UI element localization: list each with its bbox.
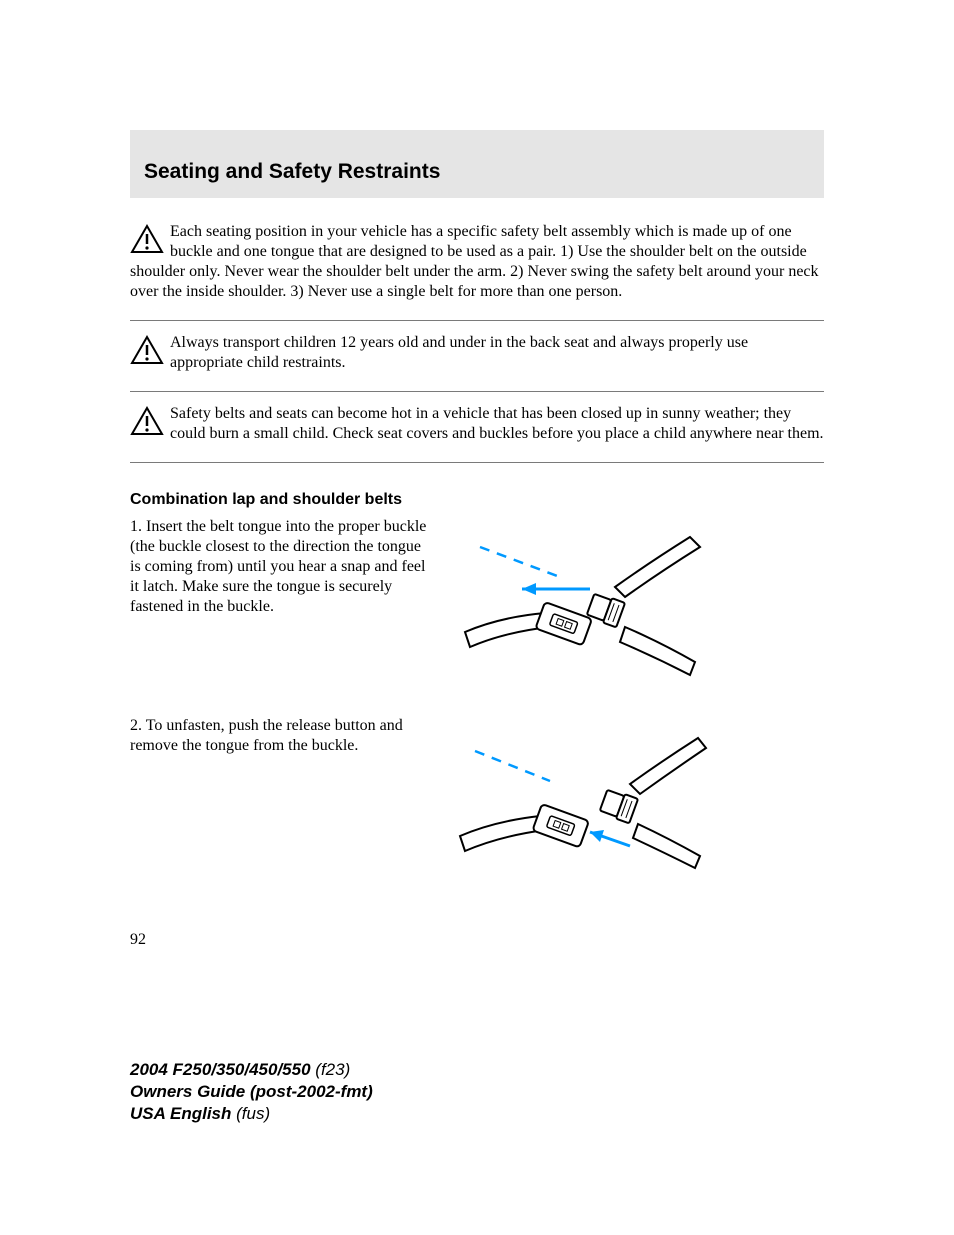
warning-block: Safety belts and seats can become hot in… [130,404,824,444]
footer-line: USA English (fus) [130,1103,373,1125]
page-title: Seating and Safety Restraints [144,160,824,184]
seatbelt-unfasten-diagram [450,716,824,891]
footer-line: Owners Guide (post-2002-fmt) [130,1081,373,1103]
page-number: 92 [130,931,824,949]
footer-lang-code: (fus) [236,1104,270,1123]
footer-line: 2004 F250/350/450/550 (f23) [130,1059,373,1081]
warning-icon [130,224,164,260]
footer-code: (f23) [315,1060,350,1079]
footer: 2004 F250/350/450/550 (f23) Owners Guide… [130,1059,373,1125]
warning-text: Each seating position in your vehicle ha… [130,223,819,300]
header-band: Seating and Safety Restraints [130,130,824,198]
step-row: 1. Insert the belt tongue into the prope… [130,517,824,692]
warning-icon [130,406,164,442]
page-container: Seating and Safety Restraints Each seati… [0,0,954,949]
step-text: 2. To unfasten, push the release button … [130,716,430,756]
divider [130,462,824,463]
footer-lang: USA English [130,1104,231,1123]
divider [130,320,824,321]
warning-text: Safety belts and seats can become hot in… [170,405,824,442]
warning-text: Always transport children 12 years old a… [170,334,748,371]
divider [130,391,824,392]
subheading: Combination lap and shoulder belts [130,491,824,509]
warning-block: Each seating position in your vehicle ha… [130,222,824,302]
seatbelt-fasten-diagram [450,517,824,692]
warning-icon [130,335,164,371]
footer-model: 2004 F250/350/450/550 [130,1060,311,1079]
step-text: 1. Insert the belt tongue into the prope… [130,517,430,617]
footer-guide: Owners Guide (post-2002-fmt) [130,1082,373,1101]
warning-block: Always transport children 12 years old a… [130,333,824,373]
step-row: 2. To unfasten, push the release button … [130,716,824,891]
